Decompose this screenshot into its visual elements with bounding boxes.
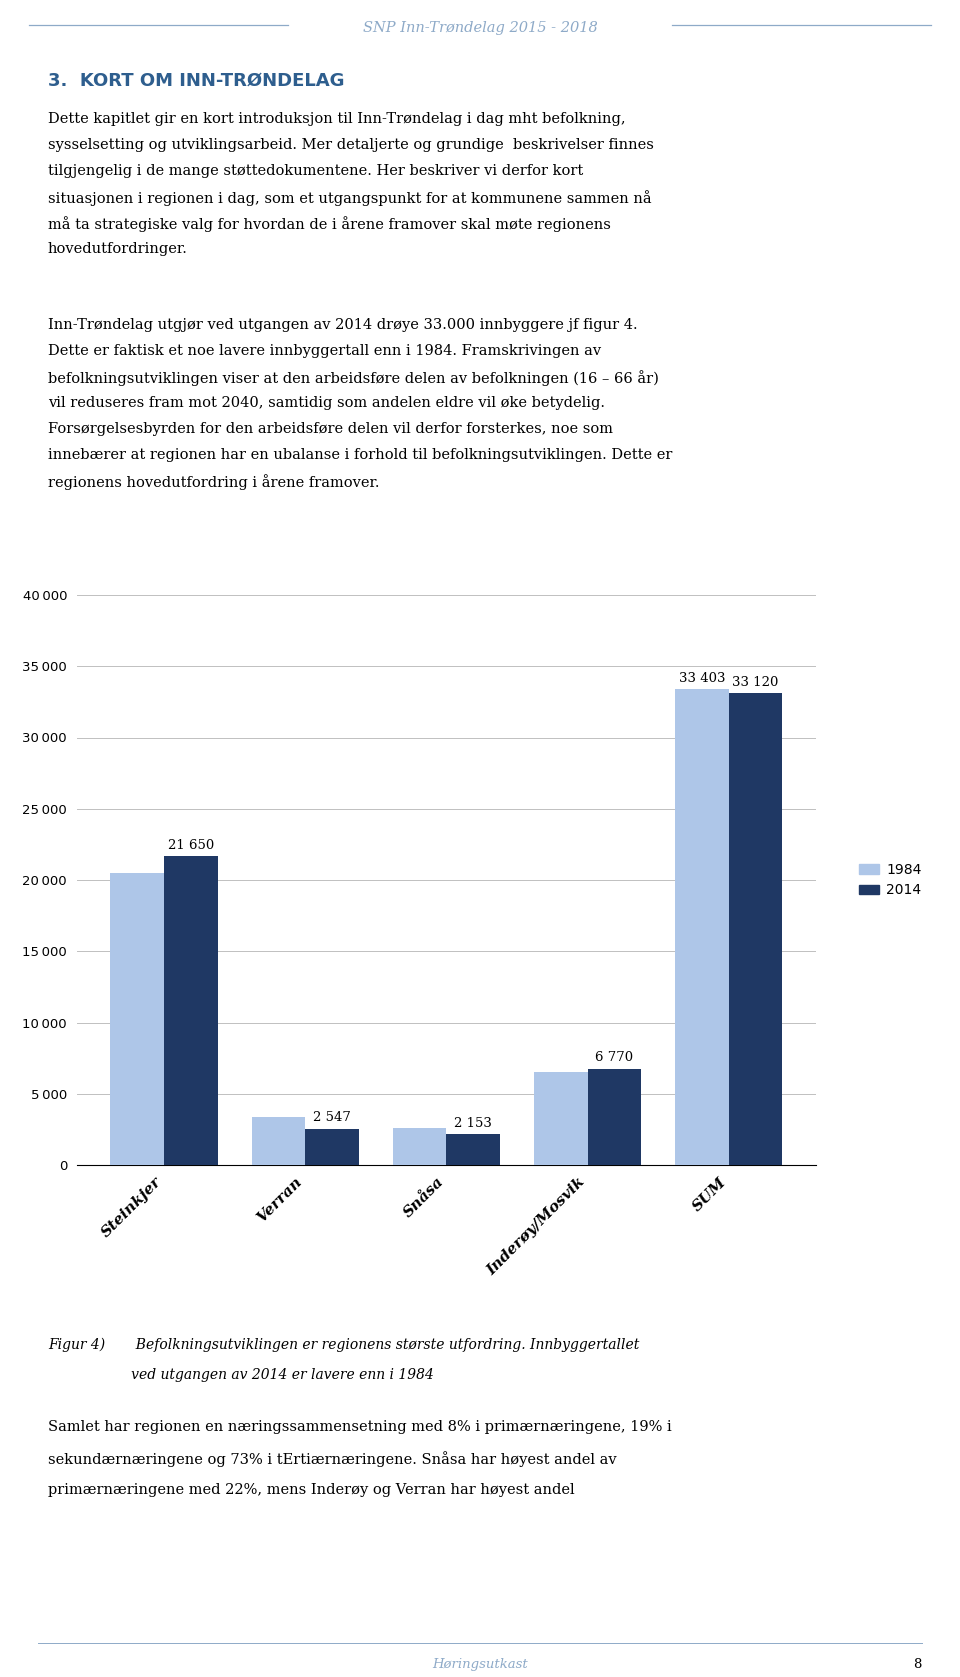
Bar xyxy=(305,1129,359,1166)
Text: befolkningsutviklingen viser at den arbeidsføre delen av befolkningen (16 – 66 å: befolkningsutviklingen viser at den arbe… xyxy=(48,371,659,386)
Bar xyxy=(588,1068,641,1166)
Text: 33 120: 33 120 xyxy=(732,676,779,689)
Text: 6 770: 6 770 xyxy=(595,1051,634,1065)
Text: Forsørgelsesbyrden for den arbeidsføre delen vil derfor forsterkes, noe som: Forsørgelsesbyrden for den arbeidsføre d… xyxy=(48,423,613,436)
Bar xyxy=(393,1129,446,1166)
Text: Samlet har regionen en næringssammensetning med 8% i primærnæringene, 19% i: Samlet har regionen en næringssammensetn… xyxy=(48,1420,672,1434)
Text: innebærer at regionen har en ubalanse i forhold til befolkningsutviklingen. Dett: innebærer at regionen har en ubalanse i … xyxy=(48,448,672,461)
Bar xyxy=(446,1134,500,1166)
Text: 8: 8 xyxy=(913,1659,922,1670)
Text: SNP Inn-Trøndelag 2015 - 2018: SNP Inn-Trøndelag 2015 - 2018 xyxy=(363,20,597,35)
Bar xyxy=(252,1117,305,1166)
Text: primærnæringene med 22%, mens Inderøy og Verran har høyest andel: primærnæringene med 22%, mens Inderøy og… xyxy=(48,1482,575,1498)
Text: hovedutfordringer.: hovedutfordringer. xyxy=(48,241,188,257)
Text: situasjonen i regionen i dag, som et utgangspunkt for at kommunene sammen nå: situasjonen i regionen i dag, som et utg… xyxy=(48,190,652,206)
Text: 3.  KORT OM INN-TRØNDELAG: 3. KORT OM INN-TRØNDELAG xyxy=(48,72,345,91)
Bar xyxy=(729,693,782,1166)
Legend: 1984, 2014: 1984, 2014 xyxy=(853,857,927,902)
Text: 33 403: 33 403 xyxy=(679,672,725,684)
Text: vil reduseres fram mot 2040, samtidig som andelen eldre vil øke betydelig.: vil reduseres fram mot 2040, samtidig so… xyxy=(48,396,605,409)
Text: Figur 4)       Befolkningsutviklingen er regionens største utfordring. Innbygger: Figur 4) Befolkningsutviklingen er regio… xyxy=(48,1338,639,1352)
Text: Dette er faktisk et noe lavere innbyggertall enn i 1984. Framskrivingen av: Dette er faktisk et noe lavere innbygger… xyxy=(48,344,601,357)
Text: sekundærnæringene og 73% i tErtiærnæringene. Snåsa har høyest andel av: sekundærnæringene og 73% i tErtiærnæring… xyxy=(48,1452,616,1467)
Text: sysselsetting og utviklingsarbeid. Mer detaljerte og grundige  beskrivelser finn: sysselsetting og utviklingsarbeid. Mer d… xyxy=(48,138,654,153)
Text: ved utgangen av 2014 er lavere enn i 1984: ved utgangen av 2014 er lavere enn i 198… xyxy=(48,1368,434,1382)
Text: 2 153: 2 153 xyxy=(454,1117,492,1130)
Bar xyxy=(534,1072,588,1166)
Text: må ta strategiske valg for hvordan de i årene framover skal møte regionens: må ta strategiske valg for hvordan de i … xyxy=(48,216,611,231)
Text: tilgjengelig i de mange støttedokumentene. Her beskriver vi derfor kort: tilgjengelig i de mange støttedokumenten… xyxy=(48,164,584,178)
Text: Dette kapitlet gir en kort introduksjon til Inn-Trøndelag i dag mht befolkning,: Dette kapitlet gir en kort introduksjon … xyxy=(48,112,626,126)
Text: Inn-Trøndelag utgjør ved utgangen av 2014 drøye 33.000 innbyggere jf figur 4.: Inn-Trøndelag utgjør ved utgangen av 201… xyxy=(48,319,637,332)
Text: regionens hovedutfordring i årene framover.: regionens hovedutfordring i årene framov… xyxy=(48,475,379,490)
Text: Høringsutkast: Høringsutkast xyxy=(432,1659,528,1670)
Bar xyxy=(164,857,218,1166)
Text: 21 650: 21 650 xyxy=(168,838,214,852)
Bar xyxy=(675,689,729,1166)
Bar xyxy=(110,872,164,1166)
Text: 2 547: 2 547 xyxy=(313,1112,351,1125)
